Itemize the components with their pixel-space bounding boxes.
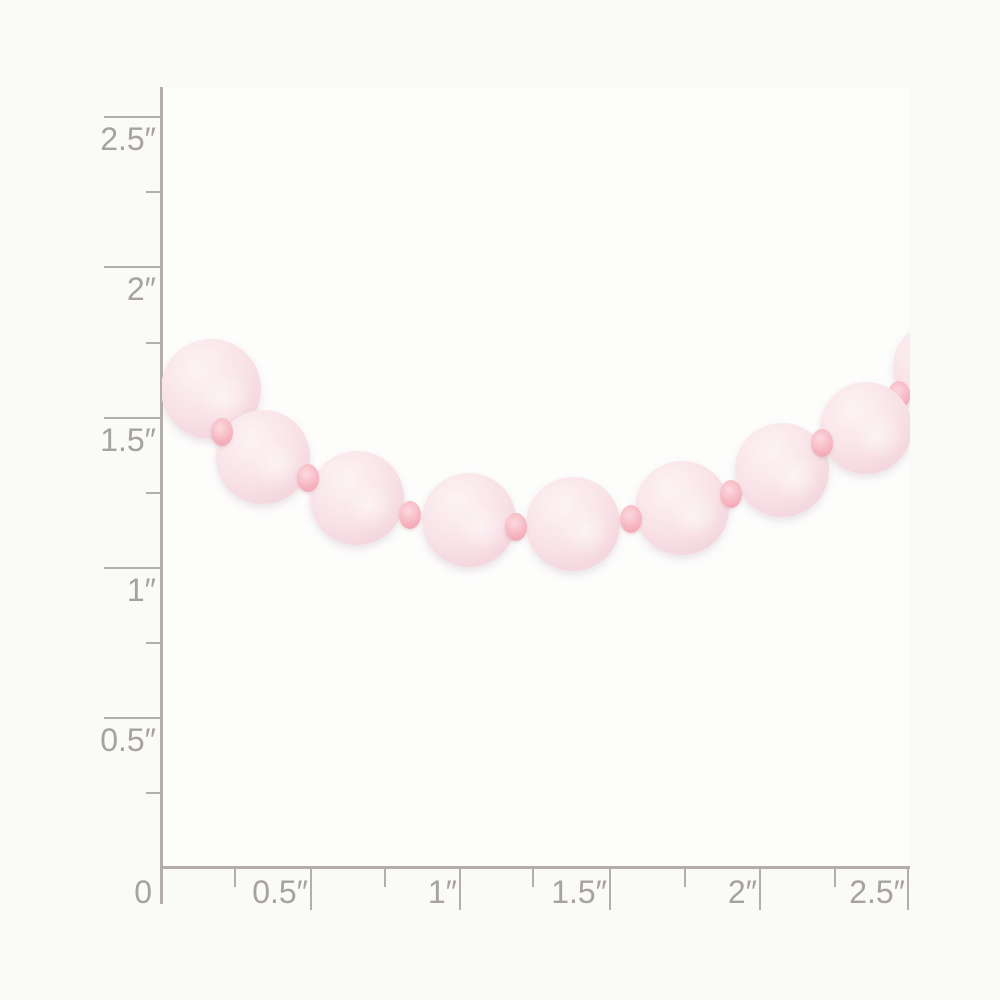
necklace-bead xyxy=(820,382,910,474)
necklace-bead xyxy=(310,451,404,545)
y-axis-minor-tick xyxy=(146,792,161,794)
x-axis-major-tick xyxy=(609,868,611,910)
y-axis-minor-tick xyxy=(146,642,161,644)
y-axis-major-tick xyxy=(104,417,161,419)
x-axis-label: 2.5″ xyxy=(849,874,905,910)
x-axis-minor-tick xyxy=(684,868,686,887)
x-axis-minor-tick xyxy=(234,868,236,887)
y-axis-label: 0.5″ xyxy=(100,722,156,758)
y-axis-major-tick xyxy=(104,567,161,569)
y-axis-label: 1.5″ xyxy=(100,422,156,458)
y-axis-minor-tick xyxy=(146,342,161,344)
x-axis-major-tick xyxy=(459,868,461,910)
y-axis-major-tick xyxy=(104,116,161,118)
cord-knot xyxy=(297,464,319,492)
x-axis-major-tick xyxy=(759,868,761,910)
ruler-y-axis xyxy=(160,87,163,868)
y-axis-minor-tick xyxy=(146,191,161,193)
cord-knot xyxy=(211,418,233,446)
x-axis-major-tick xyxy=(310,868,312,910)
y-axis-label: 1″ xyxy=(126,572,156,608)
cord-knot xyxy=(811,429,833,457)
x-axis-minor-tick xyxy=(834,868,836,887)
x-axis-zero-label: 0 xyxy=(134,874,152,910)
y-axis-label: 2″ xyxy=(126,271,156,307)
ruler-x-axis xyxy=(160,866,910,869)
y-axis-major-tick xyxy=(104,266,161,268)
cord-knot xyxy=(505,513,527,541)
y-axis-major-tick xyxy=(104,717,161,719)
cord-knot xyxy=(720,480,742,508)
x-axis-label: 2″ xyxy=(727,874,757,910)
necklace-bead xyxy=(526,477,620,571)
x-axis-minor-tick xyxy=(384,868,386,887)
x-axis-minor-tick xyxy=(532,868,534,887)
x-axis-major-tick xyxy=(907,868,909,910)
cord-knot xyxy=(620,505,642,533)
y-axis-label: 2.5″ xyxy=(100,121,156,157)
x-axis-label: 1″ xyxy=(427,874,457,910)
necklace-bead xyxy=(635,461,729,555)
necklace-bead xyxy=(422,473,516,567)
product-photo xyxy=(162,88,910,868)
ruler-zero-tick xyxy=(160,868,163,904)
x-axis-label: 0.5″ xyxy=(252,874,308,910)
x-axis-label: 1.5″ xyxy=(551,874,607,910)
y-axis-minor-tick xyxy=(146,492,161,494)
cord-knot xyxy=(399,501,421,529)
